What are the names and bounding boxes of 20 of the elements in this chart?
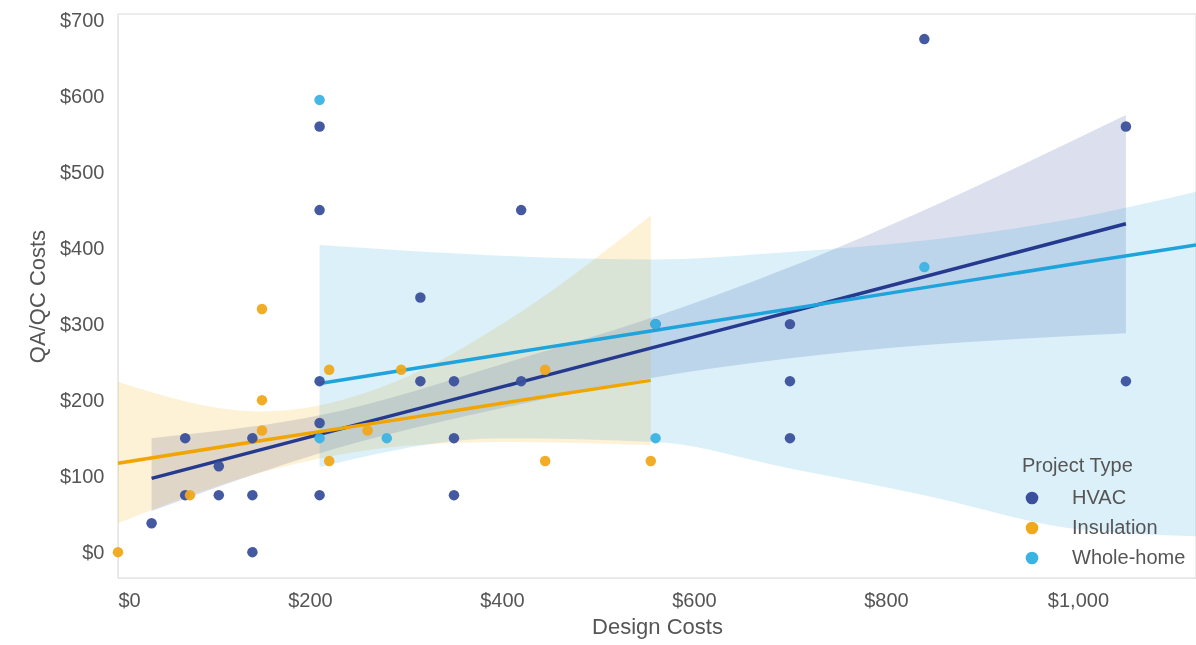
x-tick-label: $600 [672,588,717,611]
y-tick-label: $400 [60,236,105,259]
x-tick-label: $400 [480,588,525,611]
y-axis-title: QA/QC Costs [25,229,51,364]
y-tick-label: $700 [60,8,105,31]
x-tick-label: $800 [864,588,909,611]
y-tick-label: $100 [60,464,105,487]
y-tick-label: $0 [82,540,105,563]
legend-label: HVAC [1072,486,1127,508]
x-tick-label: $0 [118,588,141,611]
y-tick-label: $200 [60,388,105,411]
legend-label: Whole-home [1072,546,1186,568]
x-tick-label: $200 [288,588,333,611]
y-tick-label: $500 [60,160,105,183]
x-tick-label: $1,000 [1047,588,1110,611]
legend-title: Project Type [1022,454,1133,476]
y-tick-label: $600 [60,84,105,107]
legend-label: Insulation [1072,516,1158,538]
y-tick-label: $300 [60,312,105,335]
x-axis-title: Design Costs [592,613,723,639]
